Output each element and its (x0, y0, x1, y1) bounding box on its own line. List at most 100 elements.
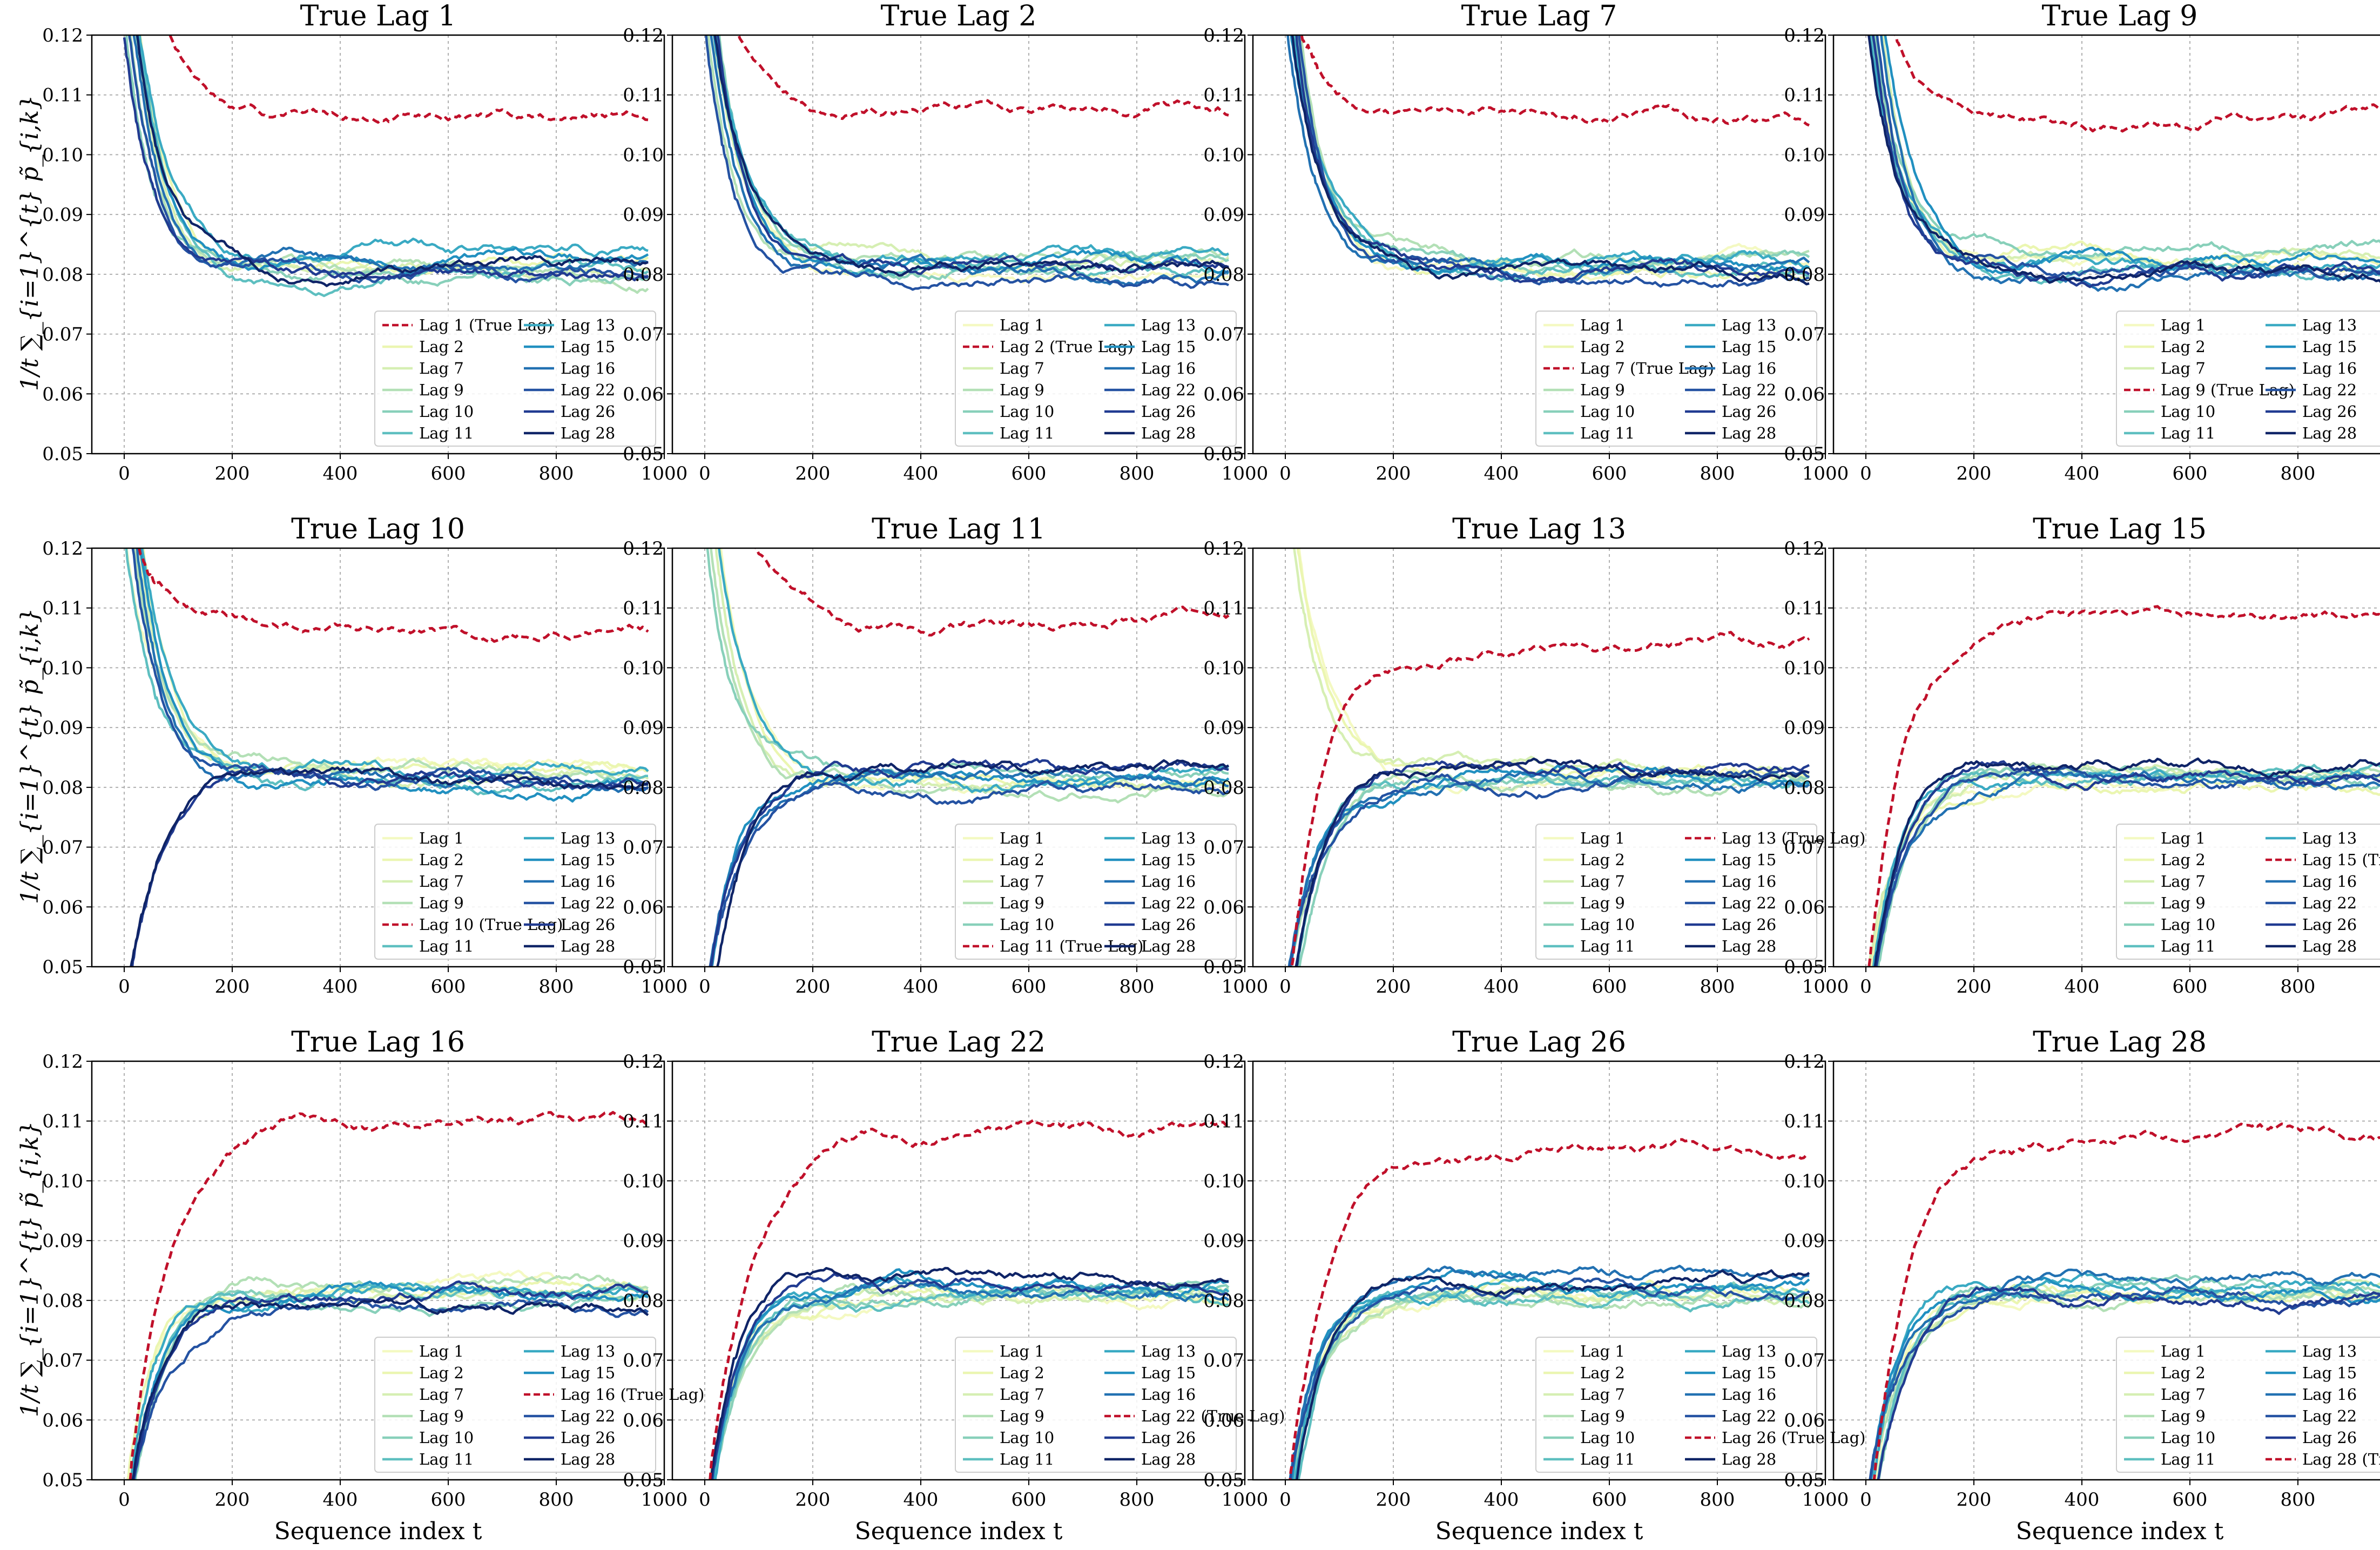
x-tick-label: 800 (1120, 463, 1155, 484)
legend-box (955, 1337, 1237, 1473)
series-line-lag-2 (713, 1285, 1229, 1480)
legend-label: Lag 28 (True Lag) (2302, 1450, 2380, 1468)
plot-frame (1832, 1060, 2380, 1481)
legend-label: Lag 10 (1000, 915, 1054, 934)
series-line-lag-11 (138, 35, 649, 298)
x-tick-label: 400 (323, 1489, 358, 1511)
y-tick-label: 0.06 (1203, 383, 1244, 405)
y-tick-label: 0.06 (623, 897, 664, 918)
x-tick-label: 1000 (1802, 976, 1849, 998)
series-line-lag-28 (131, 1297, 649, 1480)
legend-label: Lag 7 (419, 1385, 464, 1404)
x-tick-label: 800 (539, 1489, 574, 1511)
x-tick-label: 800 (1120, 1489, 1155, 1511)
legend-box (1535, 1337, 1817, 1473)
y-tick-label: 0.12 (1203, 538, 1244, 560)
x-tick-label: 800 (2281, 1489, 2316, 1511)
x-tick-label: 400 (904, 1489, 939, 1511)
y-tick-label: 0.10 (1784, 1170, 1825, 1192)
legend-label: Lag 7 (419, 872, 464, 891)
plot-frame (1252, 1060, 1826, 1481)
legend-label: Lag 22 (2302, 894, 2357, 912)
plot-frame (671, 547, 1246, 968)
legend-label: Lag 10 (1580, 402, 1635, 421)
x-tick-label: 800 (2281, 463, 2316, 484)
series-line-lag-28 (136, 35, 649, 287)
series-line-lag-2 (1869, 35, 2380, 267)
series-group (125, 548, 649, 967)
y-tick-label: 0.06 (1784, 383, 1825, 405)
x-tick-label: 800 (2281, 976, 2316, 998)
series-line-lag-22 (709, 1118, 1229, 1480)
x-tick-label: 800 (1700, 463, 1735, 484)
legend-label: Lag 1 (2161, 829, 2206, 847)
y-tick-label: 0.08 (623, 264, 664, 286)
y-tick-label: 0.06 (623, 1410, 664, 1431)
legend-label: Lag 22 (2302, 381, 2357, 399)
legend-label: Lag 15 (2302, 1364, 2357, 1382)
y-tick-label: 0.05 (623, 443, 664, 465)
legend-label: Lag 28 (1141, 424, 1196, 442)
series-group (1869, 1122, 2380, 1480)
x-tick-label: 400 (323, 976, 358, 998)
y-tick-label: 0.08 (1784, 1290, 1825, 1312)
y-tick-label: 0.06 (1784, 1410, 1825, 1431)
series-group (1289, 1138, 1810, 1480)
legend-box (374, 824, 656, 960)
legend-label: Lag 9 (1580, 381, 1625, 399)
x-tick-label: 0 (1860, 976, 1872, 998)
y-tick-label: 0.07 (42, 837, 83, 859)
y-tick-label: 0.11 (623, 598, 664, 619)
legend-box (1535, 311, 1817, 447)
legend-label: Lag 11 (419, 1450, 474, 1468)
y-axis-label-text: 1/t ∑_{i=1}^{t} p̃_{i,k} (16, 1121, 44, 1417)
y-tick-label: 0.07 (623, 1350, 664, 1372)
series-line-lag-16 (1286, 35, 1810, 284)
y-tick-label: 0.11 (42, 1111, 83, 1133)
x-tick-label: 0 (699, 976, 711, 998)
series-line-lag-16 (1875, 770, 2380, 967)
series-line-lag-13 (1291, 35, 1810, 275)
series-line-lag-22 (709, 780, 1230, 967)
y-tick-label: 0.08 (623, 1290, 664, 1312)
x-tick-label: 200 (215, 976, 250, 998)
series-line-lag-1 (1871, 35, 2380, 273)
legend-label: Lag 11 (1580, 937, 1635, 955)
legend-label: Lag 10 (2161, 402, 2215, 421)
legend-box (374, 311, 656, 447)
legend-label: Lag 2 (1580, 1364, 1625, 1382)
legend-label: Lag 15 (1722, 1364, 1776, 1382)
series-line-lag-22 (1298, 35, 1810, 288)
y-tick-label: 0.05 (1203, 1470, 1244, 1491)
legend-label: Lag 11 (1580, 1450, 1635, 1468)
x-tick-label: 400 (1484, 1489, 1519, 1511)
y-tick-label: 0.08 (1784, 777, 1825, 799)
panel: True Lag 2 0.05 0.06 0.07 0.08 0.09 0.10 0.11 0.… (623, 0, 1268, 484)
x-tick-label: 200 (215, 1489, 250, 1511)
legend-label: Lag 28 (561, 424, 615, 442)
series-line-lag-15 (139, 548, 649, 803)
legend-label: Lag 10 (419, 1428, 474, 1447)
x-tick-label: 600 (2173, 976, 2208, 998)
legend-label: Lag 13 (2302, 829, 2357, 847)
y-tick-label: 0.10 (1203, 657, 1244, 679)
series-line-lag-26 (1289, 1138, 1810, 1480)
legend-label: Lag 9 (2161, 1407, 2206, 1425)
legend-label: Lag 13 (1141, 1342, 1196, 1360)
series-line-lag-28 (1873, 757, 2380, 967)
panel-title: True Lag 16 (291, 1026, 465, 1059)
y-tick-label: 0.06 (1203, 897, 1244, 918)
y-tick-label: 0.08 (623, 777, 664, 799)
y-tick-label: 0.11 (623, 85, 664, 106)
series-group (1287, 548, 1810, 967)
legend-label: Lag 1 (1580, 316, 1625, 334)
series-line-lag-13 (130, 1282, 649, 1480)
y-tick-label: 0.12 (623, 538, 664, 560)
series-group (1867, 605, 2380, 967)
legend-label: Lag 15 (True Lag) (2302, 851, 2380, 869)
series-line-lag-16 (129, 1110, 649, 1480)
x-tick-label: 600 (1012, 463, 1047, 484)
series-line-lag-26 (1875, 760, 2380, 967)
